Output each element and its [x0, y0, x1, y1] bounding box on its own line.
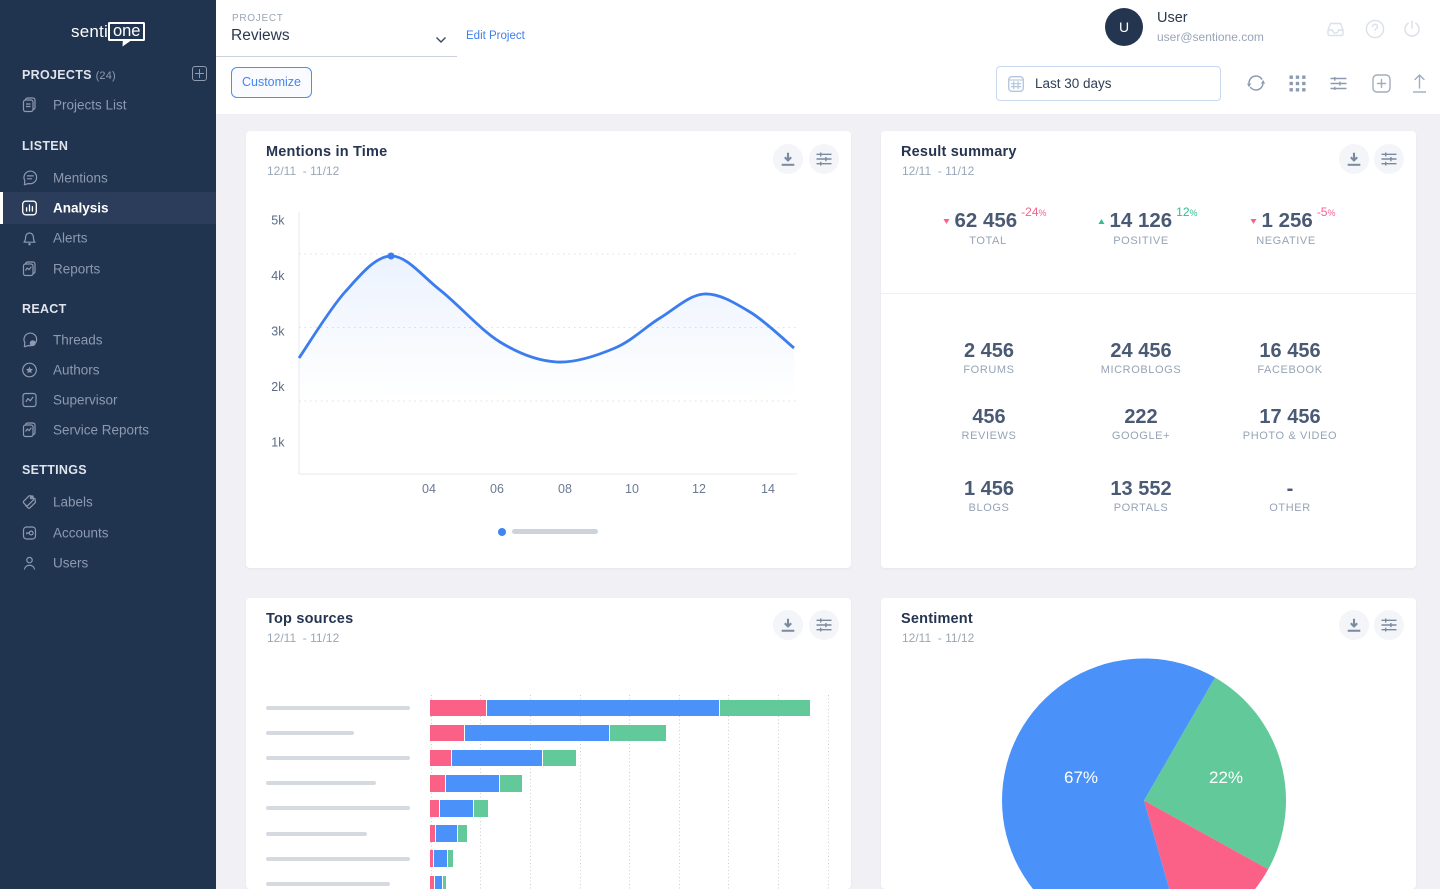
svg-text:14: 14 — [761, 482, 775, 496]
svg-text:22%: 22% — [1209, 768, 1243, 787]
svg-text:04: 04 — [422, 482, 436, 496]
svg-text:2k: 2k — [271, 380, 285, 394]
svg-text:3k: 3k — [271, 325, 285, 339]
svg-text:5k: 5k — [271, 214, 285, 228]
svg-text:1k: 1k — [271, 436, 285, 450]
svg-text:12: 12 — [692, 482, 706, 496]
svg-text:08: 08 — [558, 482, 572, 496]
svg-text:4k: 4k — [271, 269, 285, 283]
svg-text:10: 10 — [625, 482, 639, 496]
svg-text:06: 06 — [490, 482, 504, 496]
svg-text:67%: 67% — [1064, 768, 1098, 787]
